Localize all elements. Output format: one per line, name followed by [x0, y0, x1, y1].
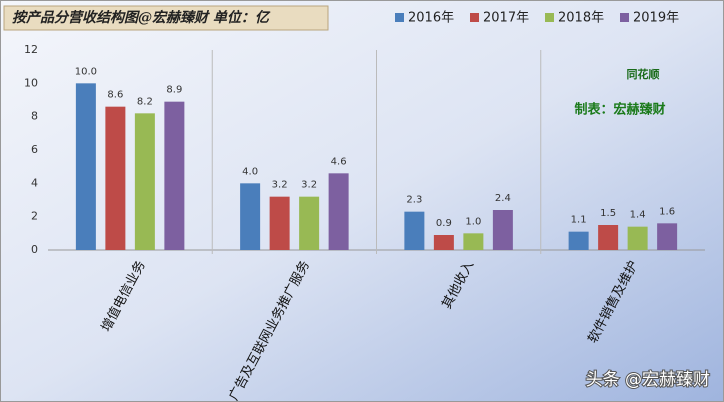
y-tick-label: 10 — [24, 76, 38, 89]
bar — [404, 211, 425, 250]
bar — [164, 101, 185, 251]
value-label: 1.4 — [630, 210, 646, 221]
bar — [568, 231, 589, 250]
bar — [240, 183, 261, 250]
legend-swatch — [620, 13, 629, 22]
value-label: 1.6 — [659, 206, 675, 217]
watermark: 头条 @宏赫臻财 — [586, 370, 710, 390]
annotation: 制表：宏赫臻财 — [574, 102, 665, 118]
legend-label: 2016年 — [408, 11, 454, 26]
value-label: 10.0 — [75, 66, 97, 77]
y-tick-label: 8 — [31, 110, 38, 123]
bar — [627, 226, 648, 250]
value-label: 1.1 — [571, 215, 587, 226]
value-label: 4.0 — [242, 166, 258, 177]
y-tick-label: 0 — [31, 243, 38, 256]
y-tick-label: 2 — [31, 210, 38, 223]
value-label: 4.6 — [331, 156, 347, 167]
value-label: 8.9 — [166, 85, 182, 96]
value-label: 8.6 — [107, 90, 123, 101]
title-box — [3, 5, 329, 31]
bar — [105, 106, 126, 251]
value-label: 0.9 — [436, 218, 452, 229]
bar — [433, 235, 454, 250]
legend-label: 2019年 — [633, 11, 679, 26]
bar — [492, 210, 513, 250]
y-tick-label: 4 — [31, 176, 38, 189]
legend-swatch — [395, 13, 404, 22]
value-label: 8.2 — [137, 96, 153, 107]
bar — [328, 173, 349, 250]
value-label: 1.0 — [465, 216, 481, 227]
value-label: 1.5 — [600, 208, 616, 219]
value-label: 3.2 — [301, 180, 317, 191]
y-tick-label: 12 — [24, 43, 38, 56]
bar — [134, 113, 155, 250]
legend-label: 2018年 — [558, 11, 604, 26]
bar — [463, 233, 484, 250]
annotation: 同花顺 — [627, 67, 660, 81]
legend-swatch — [470, 13, 479, 22]
value-label: 2.4 — [495, 193, 511, 204]
legend-swatch — [545, 13, 554, 22]
bar — [657, 223, 678, 250]
value-label: 2.3 — [406, 195, 422, 206]
bar — [75, 83, 96, 250]
value-label: 3.2 — [272, 180, 288, 191]
bar — [299, 196, 320, 250]
chart-title: 按产品分营收结构图@宏赫臻财 单位：亿 — [12, 9, 271, 26]
y-tick-label: 6 — [31, 143, 38, 156]
bar — [269, 196, 290, 250]
bar — [598, 225, 619, 250]
legend-label: 2017年 — [483, 11, 529, 26]
